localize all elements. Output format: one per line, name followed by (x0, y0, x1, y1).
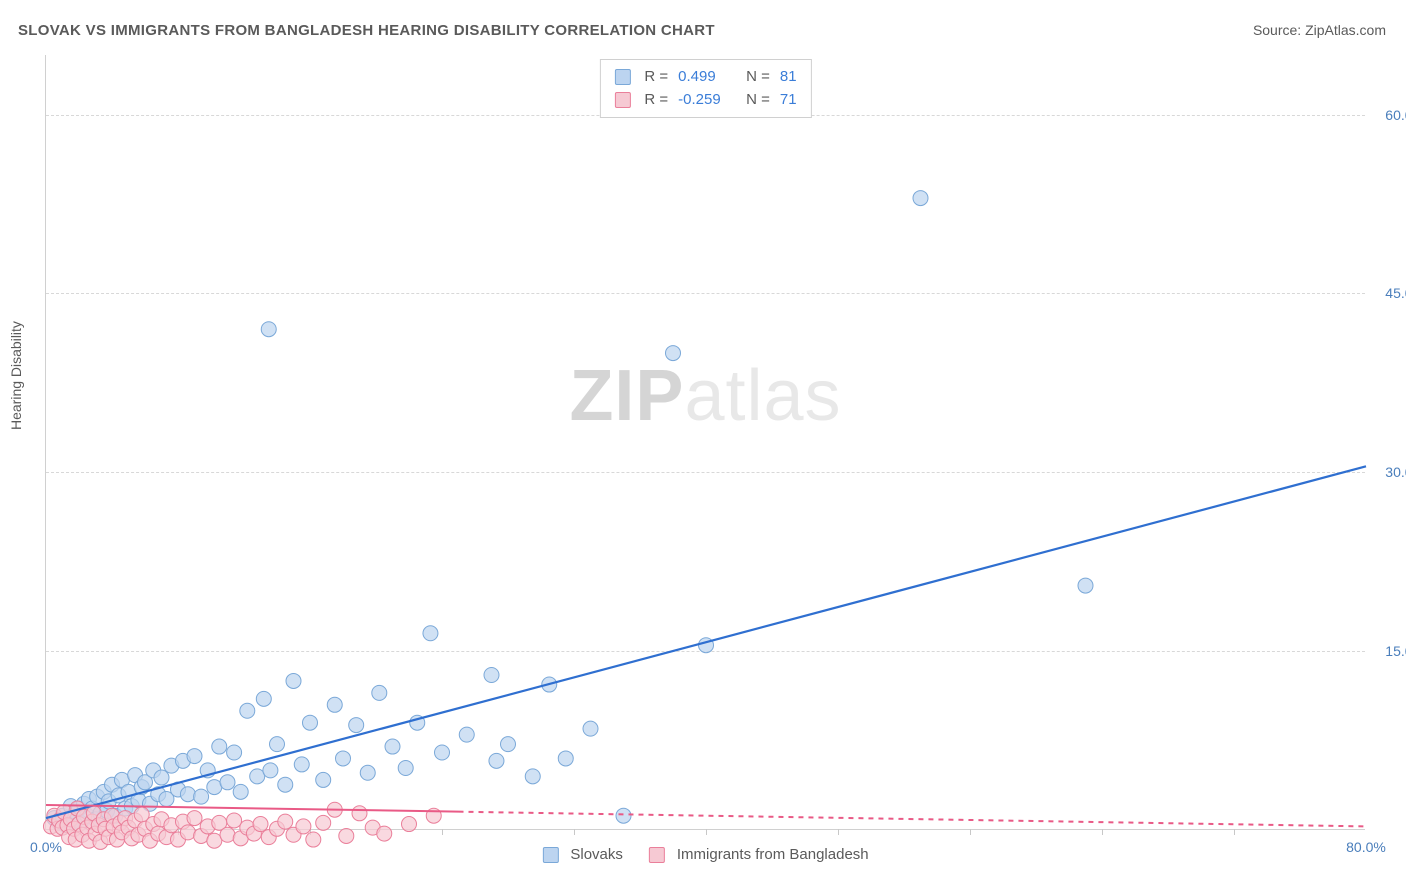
regression-line-dashed (459, 812, 1367, 827)
regression-line (46, 466, 1366, 818)
data-point (180, 825, 195, 840)
data-point (435, 745, 450, 760)
data-point (256, 691, 271, 706)
source-attrib: Source: ZipAtlas.com (1253, 22, 1386, 38)
x-minor-tick (1102, 829, 1103, 835)
data-point (154, 770, 169, 785)
plot-area: ZIPatlas R =0.499N =81R =-0.259N =71 Slo… (45, 55, 1365, 830)
y-tick-label: 30.0% (1370, 464, 1406, 480)
data-point (327, 697, 342, 712)
data-point (278, 777, 293, 792)
legend-stats-box: R = 0.499 N = 81 R = -0.259 N = 71 (599, 59, 811, 118)
x-minor-tick (838, 829, 839, 835)
data-point (360, 765, 375, 780)
source-name: ZipAtlas.com (1305, 22, 1386, 38)
chart-title: SLOVAK VS IMMIGRANTS FROM BANGLADESH HEA… (18, 22, 715, 39)
data-point (484, 668, 499, 683)
data-point (377, 826, 392, 841)
legend-item: Slovaks (542, 846, 623, 863)
x-minor-tick (442, 829, 443, 835)
legend-swatch (614, 69, 630, 85)
y-tick-label: 60.0% (1370, 107, 1406, 123)
data-point (913, 191, 928, 206)
data-point (558, 751, 573, 766)
data-point (583, 721, 598, 736)
legend-swatch (542, 847, 558, 863)
data-point (339, 828, 354, 843)
data-point (296, 819, 311, 834)
y-tick-label: 15.0% (1370, 643, 1406, 659)
data-point (459, 727, 474, 742)
data-point (240, 703, 255, 718)
legend-N-value: 81 (780, 66, 797, 89)
data-point (286, 673, 301, 688)
legend-item: Immigrants from Bangladesh (649, 846, 869, 863)
y-axis-label: Hearing Disability (8, 321, 24, 430)
data-point (220, 775, 235, 790)
data-point (227, 745, 242, 760)
data-point (253, 817, 268, 832)
data-point (227, 813, 242, 828)
data-point (263, 763, 278, 778)
data-point (270, 737, 285, 752)
data-point (402, 817, 417, 832)
legend-R-label: R = (644, 66, 668, 89)
legend-stats-row: R = 0.499 N = 81 (614, 66, 796, 89)
data-point (501, 737, 516, 752)
legend-R-value: 0.499 (678, 66, 736, 89)
x-minor-tick (1234, 829, 1235, 835)
data-point (349, 718, 364, 733)
data-point (385, 739, 400, 754)
data-point (278, 814, 293, 829)
y-tick-label: 45.0% (1370, 285, 1406, 301)
legend-N-label: N = (746, 66, 770, 89)
data-point (180, 787, 195, 802)
data-point (294, 757, 309, 772)
legend-label: Slovaks (570, 846, 623, 863)
data-point (336, 751, 351, 766)
data-point (616, 808, 631, 823)
data-point (352, 806, 367, 821)
data-point (233, 784, 248, 799)
legend-label: Immigrants from Bangladesh (677, 846, 869, 863)
x-minor-tick (574, 829, 575, 835)
x-minor-tick (970, 829, 971, 835)
legend-N-label: N = (746, 89, 770, 112)
data-point (261, 322, 276, 337)
x-tick-label: 80.0% (1346, 839, 1386, 855)
source-prefix: Source: (1253, 22, 1305, 38)
data-point (666, 346, 681, 361)
data-point (220, 827, 235, 842)
x-minor-tick (706, 829, 707, 835)
data-point (1078, 578, 1093, 593)
data-point (187, 749, 202, 764)
legend-stats-row: R = -0.259 N = 71 (614, 89, 796, 112)
data-point (398, 761, 413, 776)
data-point (372, 685, 387, 700)
legend-N-value: 71 (780, 89, 797, 112)
legend-bottom: Slovaks Immigrants from Bangladesh (542, 846, 868, 863)
data-point (316, 815, 331, 830)
data-point (423, 626, 438, 641)
data-point (489, 753, 504, 768)
x-tick-label: 0.0% (30, 839, 62, 855)
legend-swatch (649, 847, 665, 863)
data-point (306, 832, 321, 847)
data-point (303, 715, 318, 730)
data-point (187, 811, 202, 826)
legend-R-value: -0.259 (678, 89, 736, 112)
legend-R-label: R = (644, 89, 668, 112)
data-point (194, 789, 209, 804)
chart-svg (46, 55, 1365, 829)
legend-swatch (614, 92, 630, 108)
data-point (316, 772, 331, 787)
data-point (525, 769, 540, 784)
data-point (212, 739, 227, 754)
